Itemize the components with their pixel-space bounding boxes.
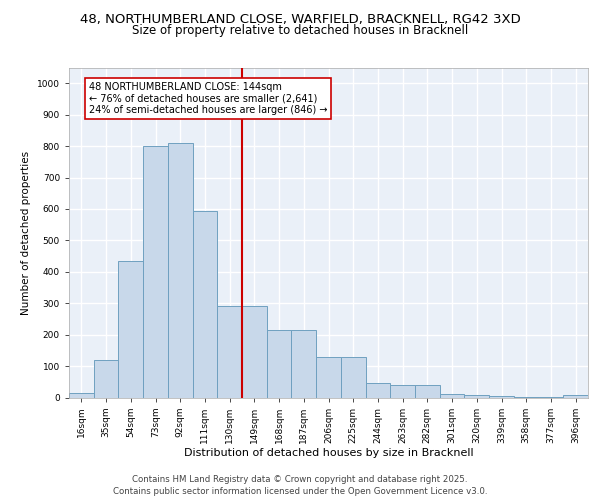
Bar [316, 356, 341, 398]
Bar [563, 396, 588, 398]
Bar [168, 143, 193, 398]
Text: 48 NORTHUMBERLAND CLOSE: 144sqm
← 76% of detached houses are smaller (2,641)
24%: 48 NORTHUMBERLAND CLOSE: 144sqm ← 76% of… [89, 82, 327, 115]
Bar [143, 146, 168, 398]
Bar [242, 306, 267, 398]
Bar [390, 385, 415, 398]
Bar [464, 395, 489, 398]
Bar [539, 397, 563, 398]
Bar [365, 384, 390, 398]
Bar [69, 393, 94, 398]
Bar [292, 330, 316, 398]
Bar [267, 330, 292, 398]
Text: 48, NORTHUMBERLAND CLOSE, WARFIELD, BRACKNELL, RG42 3XD: 48, NORTHUMBERLAND CLOSE, WARFIELD, BRAC… [80, 12, 520, 26]
Bar [440, 394, 464, 398]
Y-axis label: Number of detached properties: Number of detached properties [22, 150, 31, 314]
X-axis label: Distribution of detached houses by size in Bracknell: Distribution of detached houses by size … [184, 448, 473, 458]
Bar [118, 261, 143, 398]
Bar [415, 385, 440, 398]
Bar [94, 360, 118, 398]
Text: Size of property relative to detached houses in Bracknell: Size of property relative to detached ho… [132, 24, 468, 37]
Bar [489, 396, 514, 398]
Bar [514, 396, 539, 398]
Bar [341, 356, 365, 398]
Bar [217, 306, 242, 398]
Bar [193, 210, 217, 398]
Text: Contains HM Land Registry data © Crown copyright and database right 2025.
Contai: Contains HM Land Registry data © Crown c… [113, 474, 487, 496]
